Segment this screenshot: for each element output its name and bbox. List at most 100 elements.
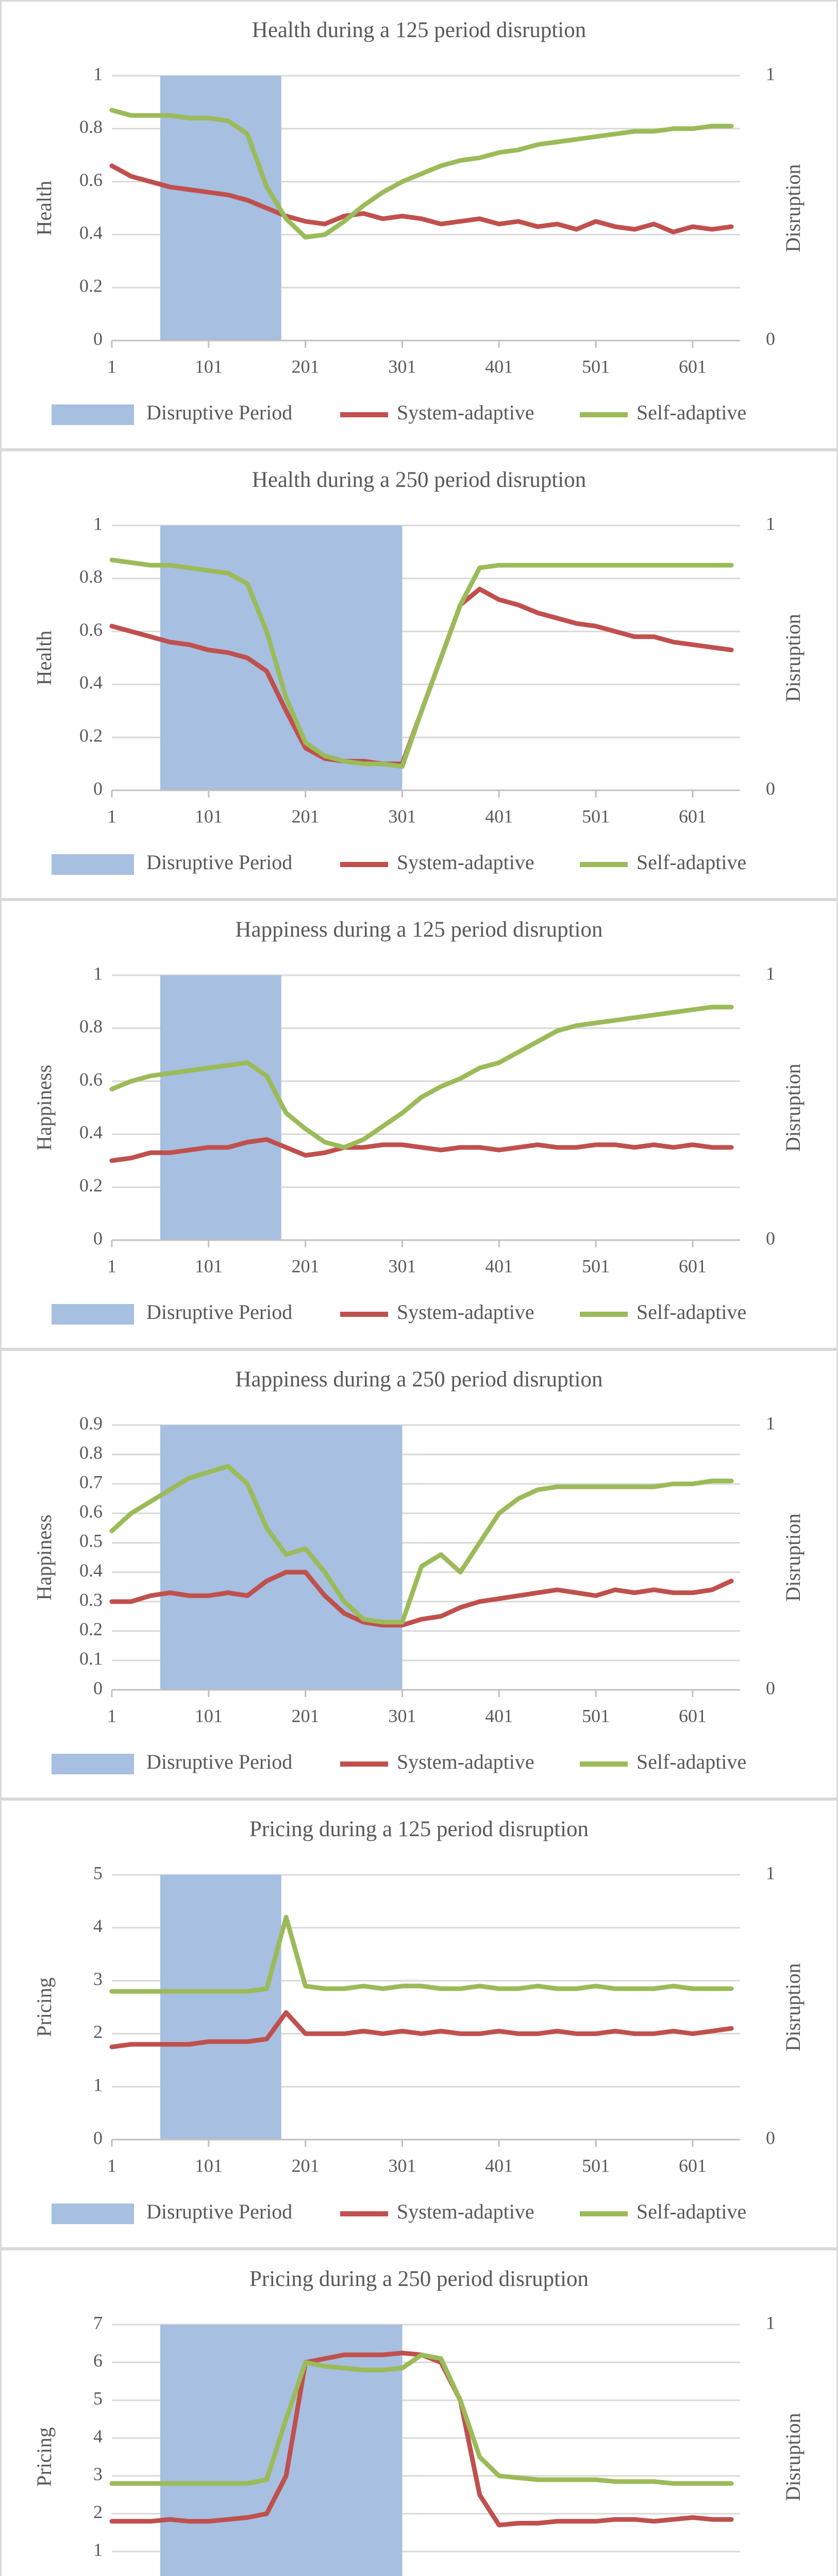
y-tick-label: 0: [93, 778, 103, 799]
y2-tick-label: 1: [766, 963, 775, 984]
y-tick-label: 0.2: [79, 725, 103, 745]
y2-tick-label: 0: [766, 2127, 775, 2148]
y-tick-label: 0.4: [79, 1122, 103, 1143]
chart-title: Happiness during a 125 period disruption: [236, 918, 603, 942]
series-line: [109, 2010, 734, 2049]
y-tick-label: 0: [93, 1677, 103, 1698]
series-line: [109, 1570, 734, 1628]
y2-tick-label: 0: [766, 1677, 775, 1698]
legend-label: Disruptive Period: [146, 401, 292, 424]
y-axis-label: Pricing: [32, 1977, 56, 2037]
y-tick-label: 0.6: [79, 619, 103, 640]
legend-label: System-adaptive: [397, 1750, 534, 1773]
y2-axis-label: Disruption: [781, 614, 805, 702]
x-tick-label: 201: [292, 1705, 320, 1726]
disruption-band: [160, 975, 281, 1240]
x-tick-label: 601: [679, 2155, 707, 2176]
x-tick-label: 601: [679, 1256, 707, 1276]
y-tick-label: 0.6: [79, 1069, 103, 1090]
y-tick-label: 0.5: [79, 1531, 103, 1551]
y-tick-label: 0.8: [79, 116, 103, 137]
series-line: [109, 1137, 734, 1163]
series-line: [109, 108, 734, 240]
x-tick-label: 601: [679, 356, 707, 377]
y-tick-label: 0.8: [79, 1016, 103, 1037]
chart-panel: 01234567011101201301401501601Pricing dur…: [0, 2249, 838, 2576]
legend-label: System-adaptive: [397, 851, 534, 874]
y-tick-label: 1: [93, 2074, 103, 2095]
series-line: [109, 1464, 734, 1625]
legend-swatch: [52, 1754, 134, 1774]
chart-title: Health during a 125 period disruption: [252, 18, 586, 42]
series-line: [109, 2352, 734, 2486]
legend-label: Disruptive Period: [146, 1750, 292, 1773]
y-tick-label: 0: [93, 2127, 103, 2148]
panel-border: [0, 900, 838, 1349]
y-axis-label: Happiness: [32, 1065, 56, 1151]
series-line: [109, 557, 734, 769]
x-tick-label: 101: [195, 356, 223, 377]
y-tick-label: 0.8: [79, 566, 103, 587]
x-tick-label: 101: [195, 2155, 223, 2176]
legend-label: Self-adaptive: [636, 401, 746, 424]
x-tick-label: 201: [292, 356, 320, 377]
y-tick-label: 0.2: [79, 275, 103, 296]
x-tick-label: 501: [582, 806, 610, 826]
y2-tick-label: 1: [766, 513, 775, 534]
legend-label: Disruptive Period: [146, 851, 292, 874]
y-tick-label: 0.9: [79, 1413, 103, 1433]
x-tick-label: 501: [582, 1256, 610, 1276]
x-tick-label: 101: [195, 1705, 223, 1726]
x-tick-label: 101: [195, 806, 223, 826]
y-tick-label: 4: [93, 2426, 103, 2447]
y-tick-label: 0.6: [79, 1501, 103, 1522]
y2-tick-label: 0: [766, 1228, 775, 1248]
panel-border: [0, 1799, 838, 2249]
x-tick-label: 1: [107, 356, 116, 377]
y2-tick-label: 1: [766, 1862, 775, 1883]
x-tick-label: 1: [107, 2155, 116, 2176]
legend-swatch: [52, 404, 134, 425]
y-tick-label: 7: [93, 2312, 103, 2333]
y-tick-label: 3: [93, 1969, 103, 1989]
y2-axis-label: Disruption: [781, 1963, 805, 2051]
x-tick-label: 301: [388, 356, 416, 377]
y-tick-label: 2: [93, 2501, 103, 2522]
x-tick-label: 201: [292, 1256, 320, 1276]
legend-label: Self-adaptive: [636, 1750, 746, 1773]
x-tick-label: 1: [107, 806, 116, 826]
x-tick-label: 501: [582, 356, 610, 377]
x-tick-label: 401: [485, 806, 513, 826]
y-axis-label: Pricing: [32, 2427, 56, 2487]
y-axis-label: Health: [32, 631, 56, 686]
y-tick-label: 1: [93, 963, 103, 984]
y2-axis-label: Disruption: [781, 1513, 805, 1601]
y-tick-label: 0.4: [79, 1560, 103, 1581]
y-tick-label: 0.3: [79, 1589, 103, 1610]
x-tick-label: 401: [485, 2155, 513, 2176]
y-tick-label: 3: [93, 2464, 103, 2484]
legend-swatch: [52, 854, 134, 875]
x-tick-label: 1: [107, 1705, 116, 1726]
y-tick-label: 5: [93, 1862, 103, 1883]
y2-tick-label: 0: [766, 328, 775, 349]
y2-tick-label: 1: [766, 63, 775, 84]
x-tick-label: 201: [292, 2155, 320, 2176]
y-tick-label: 0.4: [79, 672, 103, 693]
x-tick-label: 401: [485, 1705, 513, 1726]
series-line: [109, 163, 734, 234]
legend-label: System-adaptive: [397, 2200, 534, 2223]
y-tick-label: 0.6: [79, 170, 103, 190]
y2-axis-label: Disruption: [781, 2413, 805, 2501]
legend-label: Self-adaptive: [636, 851, 746, 874]
y-tick-label: 4: [93, 1916, 103, 1936]
series-line: [109, 1914, 734, 1994]
y-tick-label: 0.1: [79, 1648, 103, 1669]
x-tick-label: 301: [388, 2155, 416, 2176]
x-tick-label: 401: [485, 1256, 513, 1276]
legend-label: System-adaptive: [397, 1300, 534, 1324]
series-line: [109, 1005, 734, 1150]
